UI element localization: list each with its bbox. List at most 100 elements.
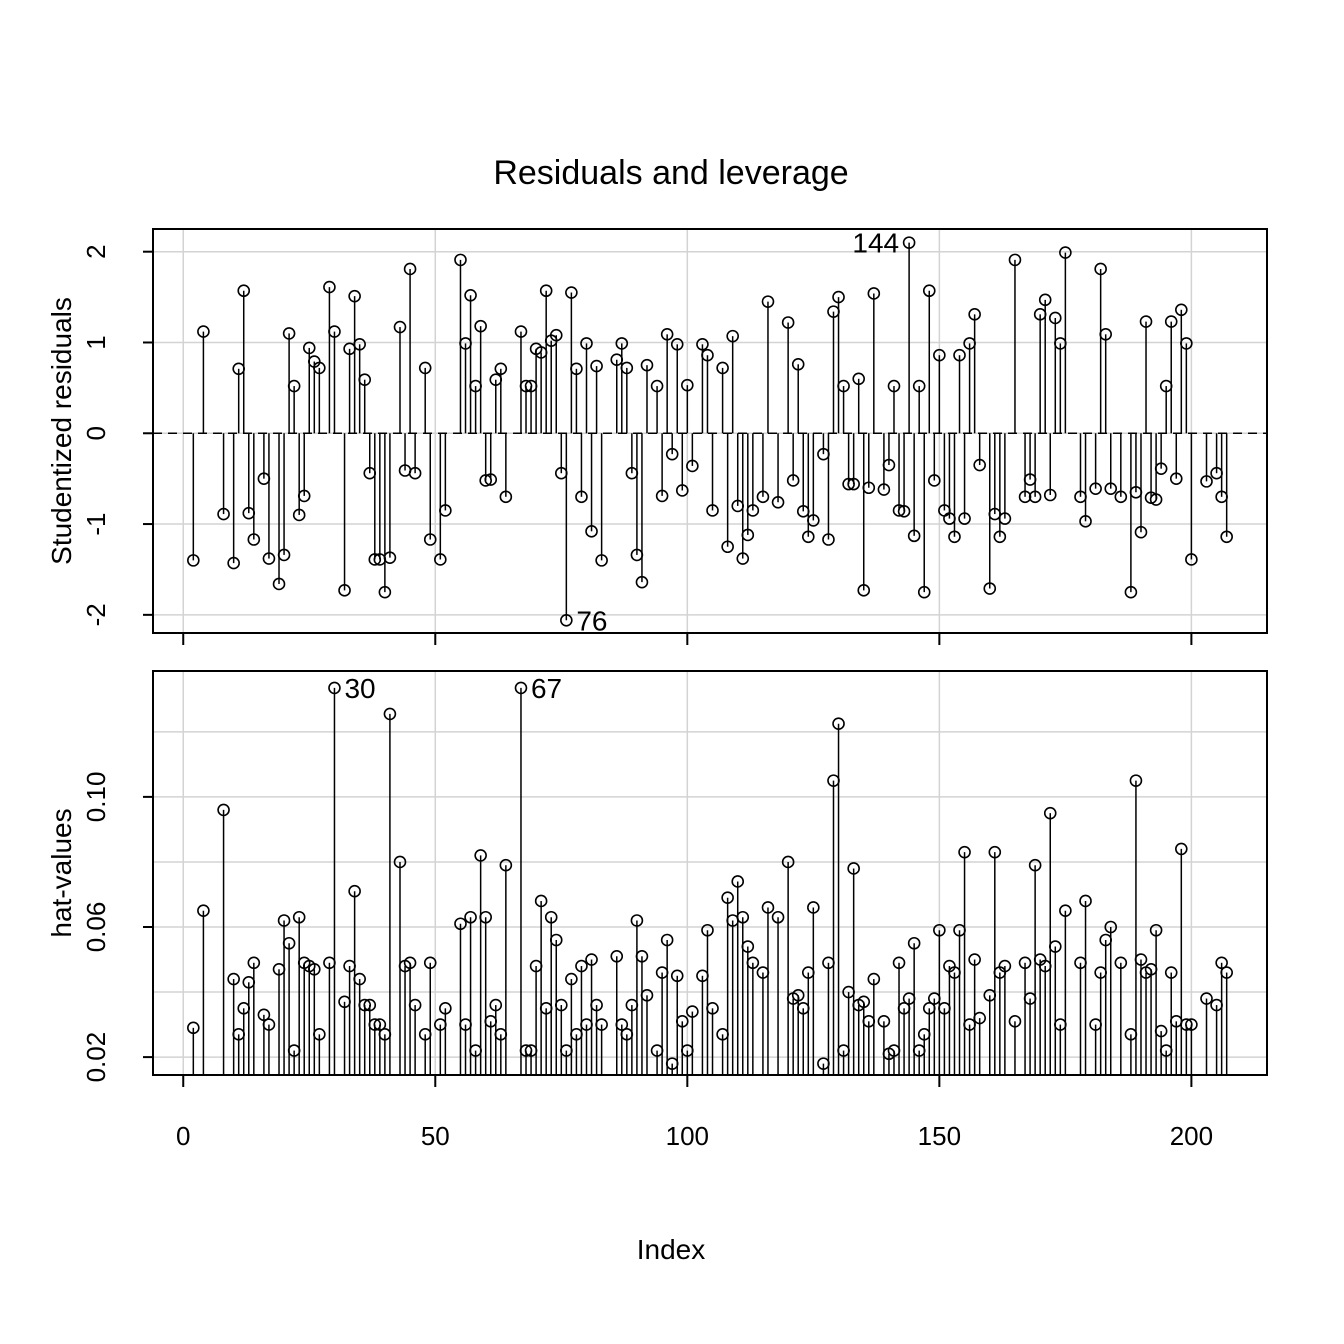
data-point: [625, 998, 639, 1012]
data-point: [953, 348, 966, 362]
residuals-stems: [192, 242, 1228, 621]
data-point: [514, 681, 528, 695]
data-point: [726, 329, 739, 343]
data-point: [343, 342, 356, 356]
data-point: [1129, 774, 1143, 787]
data-point: [968, 308, 981, 321]
x-tick-label: 200: [1170, 1121, 1213, 1151]
data-point: [1114, 490, 1128, 504]
data-point: [842, 985, 855, 999]
data-point: [1139, 315, 1153, 328]
data-point: [524, 1044, 538, 1057]
data-point: [847, 477, 860, 491]
data-point: [781, 855, 795, 869]
data-point: [459, 1018, 472, 1031]
hat-values-panel: 0.02 0.06 0.10 30 67 hat-values: [46, 670, 1268, 1082]
data-point: [328, 325, 341, 338]
data-point: [575, 490, 588, 504]
data-point: [338, 995, 351, 1009]
hat-values-points: [187, 681, 1233, 1070]
data-point: [741, 528, 755, 542]
data-point: [998, 959, 1012, 973]
x-tick-label: 0: [176, 1121, 190, 1151]
data-point: [418, 1028, 432, 1041]
data-point: [1104, 920, 1118, 934]
data-point: [862, 1015, 876, 1028]
data-point: [882, 458, 896, 472]
x-axis-label: Index: [637, 1234, 706, 1265]
data-point: [1008, 253, 1022, 267]
data-point: [237, 284, 251, 298]
data-point: [1124, 585, 1138, 599]
x-tick-label: 100: [666, 1121, 709, 1151]
data-point: [585, 525, 598, 538]
data-point: [912, 379, 926, 393]
data-point: [519, 1044, 533, 1057]
data-point: [403, 956, 417, 970]
data-point: [973, 458, 986, 472]
data-point: [761, 295, 775, 308]
data-point: [630, 548, 644, 562]
data-point: [721, 891, 734, 905]
point-label: 30: [344, 673, 375, 704]
data-point: [539, 1002, 553, 1015]
data-point: [746, 504, 760, 517]
data-point: [852, 372, 866, 386]
chart-title: Residuals and leverage: [493, 154, 848, 192]
data-point: [922, 284, 936, 298]
data-point: [670, 337, 684, 351]
data-point: [796, 1002, 810, 1015]
data-point: [1038, 959, 1052, 973]
data-point: [1008, 1015, 1022, 1028]
data-point: [287, 1044, 301, 1057]
data-point: [353, 337, 366, 351]
data-point: [554, 998, 568, 1012]
data-point: [1215, 956, 1228, 970]
data-point: [716, 361, 729, 375]
data-point: [973, 1011, 986, 1025]
data-point: [781, 316, 795, 329]
data-point: [262, 1018, 276, 1031]
data-point: [701, 923, 714, 937]
data-point: [534, 346, 548, 359]
data-point: [877, 483, 891, 496]
data-point: [494, 362, 508, 376]
data-point: [998, 512, 1012, 525]
data-point: [1149, 493, 1163, 506]
data-point: [922, 1002, 936, 1015]
data-point: [1089, 1018, 1102, 1031]
data-point: [353, 972, 366, 986]
data-point: [736, 552, 750, 565]
data-point: [393, 320, 407, 334]
data-point: [907, 529, 921, 543]
data-point: [1023, 992, 1037, 1005]
data-point: [282, 327, 296, 340]
data-point: [247, 533, 261, 546]
data-point: [928, 992, 941, 1005]
data-point: [590, 998, 603, 1012]
data-point: [408, 998, 422, 1012]
data-point: [313, 361, 326, 375]
data-point: [902, 992, 916, 1005]
data-point: [681, 1044, 694, 1057]
data-point: [832, 290, 845, 304]
data-point: [1043, 806, 1057, 820]
x-tick-label: 50: [421, 1121, 450, 1151]
data-point: [368, 553, 382, 566]
data-point: [1175, 842, 1188, 856]
data-point: [262, 552, 276, 565]
data-point: [1185, 553, 1198, 566]
data-point: [257, 472, 271, 485]
data-point: [499, 858, 513, 872]
data-point: [897, 1002, 911, 1015]
data-point: [716, 1028, 729, 1041]
data-point: [1164, 315, 1178, 328]
data-point: [1074, 956, 1087, 970]
data-point: [917, 585, 931, 599]
data-point: [479, 910, 492, 924]
data-point: [484, 1015, 498, 1028]
data-point: [1180, 337, 1193, 350]
residuals-panel: -2 -1 0 1 2 144 76 Studentized residuals: [46, 228, 1268, 636]
data-point: [1079, 515, 1092, 528]
data-point: [1220, 530, 1233, 544]
